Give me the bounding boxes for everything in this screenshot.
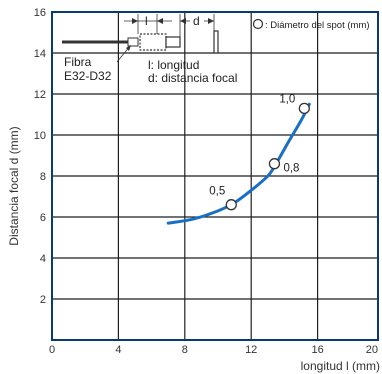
- fiber-ferrule: [127, 37, 139, 47]
- x-tick-label: 8: [182, 344, 188, 356]
- legend-marker-icon: [252, 18, 264, 30]
- legend-text: : Diámetro del spot (mm): [265, 20, 370, 31]
- y-tick-label: 16: [34, 7, 46, 19]
- spot-point-label: 0,8: [283, 163, 299, 175]
- y-tick-label: 12: [34, 89, 46, 101]
- note-length: l: longitud: [148, 58, 199, 72]
- spot-point-marker: [225, 199, 237, 211]
- legend: : Diámetro del spot (mm): [252, 18, 370, 31]
- l-arrowhead-left: [132, 18, 138, 24]
- spot-point-label: 0,5: [209, 186, 225, 198]
- l-dim-label: l: [145, 14, 148, 28]
- x-tick-label: 20: [366, 344, 378, 356]
- x-ticks: 0 4 8 12 16 20: [49, 344, 378, 356]
- y-tick-label: 10: [34, 130, 46, 142]
- y-ticks: 2 4 6 8 10 12 14 16: [34, 7, 46, 306]
- fiber-label-line1: Fibra: [64, 55, 92, 69]
- y-tick-label: 8: [40, 171, 46, 183]
- d-dim-label: d: [193, 14, 200, 28]
- y-tick-label: 14: [34, 48, 46, 60]
- lens-body: [139, 33, 167, 51]
- series-line: [166, 102, 311, 225]
- x-tick-label: 12: [245, 344, 257, 356]
- note-focal-distance: d: distancia focal: [148, 71, 237, 85]
- l-arrowhead-right: [157, 18, 163, 24]
- d-arrowhead-left: [180, 18, 186, 24]
- grid: [52, 12, 378, 340]
- x-tick-label: 16: [311, 344, 323, 356]
- spot-point-marker: [298, 102, 310, 114]
- y-tick-label: 2: [40, 294, 46, 306]
- fiber-label-line2: E32-D32: [64, 69, 112, 83]
- x-axis-label: longitud l (mm): [301, 359, 380, 373]
- y-tick-label: 4: [40, 253, 46, 265]
- fiber-leader-arrowhead: [126, 45, 131, 51]
- spot-point-label: 1,0: [279, 93, 295, 105]
- x-tick-label: 0: [49, 344, 55, 356]
- spot-point-marker: [268, 158, 281, 170]
- x-tick-label: 4: [115, 344, 121, 356]
- y-tick-label: 6: [40, 212, 46, 224]
- d-arrowhead-right: [208, 18, 214, 24]
- plot-frame: [51, 11, 379, 341]
- target-plate: [213, 30, 219, 54]
- y-axis-label: Distancia focal d (mm): [7, 126, 21, 245]
- fiber-diagram: l d: [62, 14, 219, 63]
- spot-points: 0,5 0,8 1,0: [209, 93, 310, 211]
- lens-tip: [165, 36, 181, 48]
